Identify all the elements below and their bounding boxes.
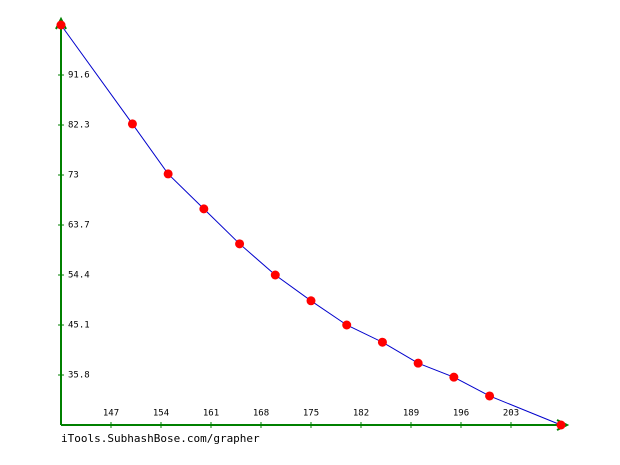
y-tick-label: 91.6 [68, 71, 90, 81]
data-point [306, 296, 316, 306]
x-tick-label: 203 [503, 409, 519, 419]
x-tick-label: 147 [103, 409, 119, 419]
y-tick-label: 35.8 [68, 371, 90, 381]
y-tick-label: 82.3 [68, 121, 90, 131]
source-credit: iTools.SubhashBose.com/grapher [61, 432, 260, 445]
x-tick-label: 154 [153, 409, 169, 419]
data-point [377, 337, 387, 347]
data-point [199, 204, 209, 214]
data-point [342, 320, 352, 330]
data-point [485, 391, 495, 401]
data-point [235, 239, 245, 249]
data-point [56, 20, 66, 30]
x-tick-label: 189 [403, 409, 419, 419]
data-point [127, 119, 137, 129]
data-point [270, 270, 280, 280]
y-tick-label: 73 [68, 171, 79, 181]
data-point [449, 372, 459, 382]
y-tick-label: 45.1 [68, 321, 90, 331]
data-point [556, 420, 566, 430]
x-tick-label: 182 [353, 409, 369, 419]
data-point [413, 358, 423, 368]
x-tick-label: 168 [253, 409, 269, 419]
x-tick-label: 161 [203, 409, 219, 419]
y-tick-label: 63.7 [68, 221, 90, 231]
x-tick-label: 175 [303, 409, 319, 419]
x-tick-label: 196 [453, 409, 469, 419]
data-point [163, 169, 173, 179]
y-tick-label: 54.4 [68, 271, 90, 281]
data-line [60, 24, 562, 426]
